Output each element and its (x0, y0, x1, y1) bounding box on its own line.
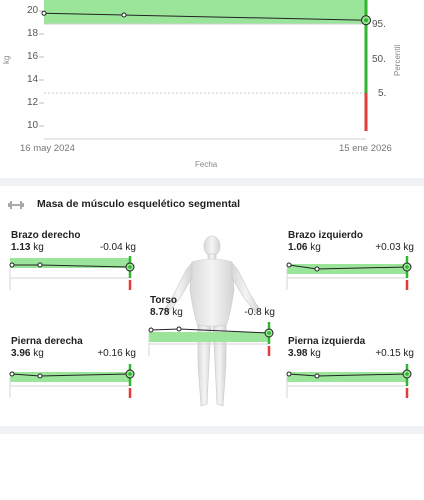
segment-delta: -0.8 kg (244, 307, 275, 318)
segment-value: 3.96 kg (11, 348, 44, 359)
segment-delta: +0.15 kg (375, 348, 414, 359)
segment-mini-chart (148, 322, 274, 356)
percentile-tick-95: 95. (372, 19, 386, 30)
segment-value: 3.98 kg (288, 348, 321, 359)
series-point (41, 10, 47, 16)
segmental-title: Masa de músculo esquelético segmental (37, 198, 241, 210)
section-divider-bottom (0, 426, 424, 434)
y-tick-12: 12 (27, 97, 39, 108)
y-tick-16: 16 (27, 51, 39, 62)
x-label-end: 15 ene 2026 (339, 143, 392, 154)
trend-chart-plot (39, 0, 371, 140)
x-label-start: 16 may 2024 (20, 143, 75, 154)
segment-mini-chart (286, 364, 412, 398)
segment-value-unit: kg (172, 307, 183, 318)
x-axis-title: Fecha (195, 160, 218, 169)
percentile-tick-50: 50. (372, 54, 386, 65)
segment-mini-chart (9, 364, 135, 398)
segment-value-number: 3.98 (288, 348, 308, 359)
y-tick-14: 14 (27, 74, 39, 85)
series-point (121, 12, 127, 18)
segment-value-unit: kg (310, 348, 321, 359)
percentile-label: Percentil (393, 44, 402, 76)
body-figure (163, 235, 261, 407)
segment-mini-chart (286, 256, 412, 290)
segment-name: Torso (150, 295, 178, 306)
segment-value-number: 1.13 (11, 242, 31, 253)
percentile-tick-5: 5. (378, 88, 387, 99)
segment-value: 1.13 kg (11, 242, 44, 253)
segment-delta: +0.03 kg (375, 242, 414, 253)
y-tick-18: 18 (27, 28, 39, 39)
segment-delta: -0.04 kg (99, 242, 136, 253)
series-point-latest-dot (364, 18, 368, 23)
segment-name: Pierna izquierda (288, 336, 366, 347)
segment-name: Brazo izquierdo (288, 230, 364, 241)
segment-value-number: 8.78 (150, 307, 170, 318)
segment-value-unit: kg (33, 242, 44, 253)
y-tick-20: 20 (27, 5, 39, 16)
segment-value-number: 1.06 (288, 242, 308, 253)
segment-name: Brazo derecho (11, 230, 81, 241)
segment-value: 8.78 kg (150, 307, 183, 318)
dumbbell-icon (8, 197, 24, 215)
y-tick-10: 10 (27, 120, 39, 131)
segment-mini-chart (9, 256, 135, 290)
segment-name: Pierna derecha (11, 336, 83, 347)
segment-value-unit: kg (33, 348, 44, 359)
segment-value-unit: kg (310, 242, 321, 253)
segment-delta: +0.16 kg (97, 348, 136, 359)
section-divider (0, 178, 424, 186)
segment-value-number: 3.96 (11, 348, 31, 359)
segment-value: 1.06 kg (288, 242, 321, 253)
percentile-band (44, 0, 366, 24)
